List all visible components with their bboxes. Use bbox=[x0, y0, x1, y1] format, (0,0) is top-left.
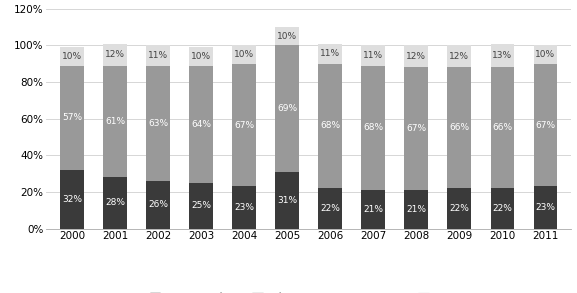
Text: 22%: 22% bbox=[449, 204, 469, 213]
Legend: Atenção Básica, Média e Alta Complexidade, Outros: Atenção Básica, Média e Alta Complexidad… bbox=[145, 288, 472, 293]
Text: 61%: 61% bbox=[105, 117, 125, 126]
Text: 26%: 26% bbox=[148, 200, 168, 209]
Bar bbox=[490, 44, 514, 67]
Bar bbox=[448, 188, 471, 229]
Bar bbox=[319, 44, 342, 64]
Bar bbox=[275, 45, 299, 172]
Bar bbox=[103, 177, 127, 229]
Bar bbox=[189, 183, 213, 229]
Text: 63%: 63% bbox=[148, 119, 168, 128]
Text: 64%: 64% bbox=[191, 120, 211, 129]
Text: 10%: 10% bbox=[535, 50, 556, 59]
Text: 66%: 66% bbox=[449, 123, 470, 132]
Bar bbox=[60, 170, 84, 229]
Bar bbox=[404, 190, 428, 229]
Text: 10%: 10% bbox=[234, 50, 254, 59]
Text: 10%: 10% bbox=[62, 52, 82, 61]
Bar bbox=[103, 44, 127, 66]
Text: 10%: 10% bbox=[191, 52, 211, 61]
Text: 22%: 22% bbox=[492, 204, 512, 213]
Text: 13%: 13% bbox=[492, 51, 512, 60]
Bar bbox=[404, 67, 428, 190]
Bar bbox=[319, 64, 342, 188]
Bar bbox=[189, 47, 213, 66]
Text: 11%: 11% bbox=[148, 51, 168, 60]
Text: 67%: 67% bbox=[406, 124, 426, 133]
Text: 67%: 67% bbox=[234, 121, 254, 130]
Text: 31%: 31% bbox=[277, 196, 297, 205]
Bar bbox=[233, 64, 256, 186]
Text: 25%: 25% bbox=[191, 201, 211, 210]
Text: 23%: 23% bbox=[535, 203, 556, 212]
Text: 68%: 68% bbox=[363, 123, 383, 132]
Bar bbox=[361, 45, 385, 66]
Bar bbox=[189, 66, 213, 183]
Bar bbox=[146, 181, 170, 229]
Text: 69%: 69% bbox=[277, 104, 297, 113]
Bar bbox=[448, 67, 471, 188]
Bar bbox=[146, 45, 170, 66]
Bar bbox=[60, 66, 84, 170]
Text: 12%: 12% bbox=[449, 52, 469, 61]
Bar bbox=[275, 172, 299, 229]
Bar bbox=[534, 64, 557, 186]
Bar bbox=[319, 188, 342, 229]
Text: 66%: 66% bbox=[492, 123, 512, 132]
Bar bbox=[361, 190, 385, 229]
Text: 10%: 10% bbox=[277, 32, 297, 41]
Text: 32%: 32% bbox=[62, 195, 82, 204]
Text: 57%: 57% bbox=[62, 113, 82, 122]
Bar bbox=[146, 66, 170, 181]
Text: 68%: 68% bbox=[320, 122, 340, 130]
Text: 11%: 11% bbox=[363, 51, 383, 60]
Bar bbox=[448, 45, 471, 67]
Bar bbox=[103, 66, 127, 177]
Bar bbox=[490, 67, 514, 188]
Bar bbox=[534, 45, 557, 64]
Text: 21%: 21% bbox=[406, 205, 426, 214]
Bar bbox=[275, 27, 299, 45]
Bar bbox=[60, 47, 84, 66]
Text: 21%: 21% bbox=[364, 205, 383, 214]
Bar bbox=[534, 186, 557, 229]
Text: 12%: 12% bbox=[406, 52, 426, 61]
Bar bbox=[233, 45, 256, 64]
Text: 22%: 22% bbox=[320, 204, 340, 213]
Text: 23%: 23% bbox=[234, 203, 254, 212]
Bar bbox=[233, 186, 256, 229]
Text: 11%: 11% bbox=[320, 49, 340, 58]
Text: 67%: 67% bbox=[535, 121, 556, 130]
Text: 12%: 12% bbox=[105, 50, 125, 59]
Bar bbox=[361, 66, 385, 190]
Text: 28%: 28% bbox=[105, 198, 125, 207]
Bar bbox=[404, 45, 428, 67]
Bar bbox=[490, 188, 514, 229]
